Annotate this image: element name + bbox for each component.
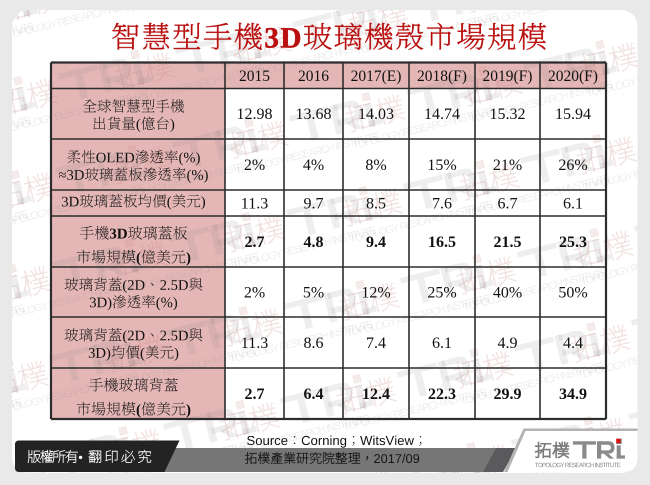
svg-text:2017(E): 2017(E) bbox=[351, 68, 402, 85]
svg-text:16.5: 16.5 bbox=[428, 234, 456, 251]
svg-text:14.03: 14.03 bbox=[358, 106, 394, 123]
svg-text:15.94: 15.94 bbox=[555, 106, 591, 123]
svg-text:9.7: 9.7 bbox=[304, 196, 324, 213]
svg-text:9.4: 9.4 bbox=[366, 234, 386, 251]
svg-text:26%: 26% bbox=[558, 157, 587, 174]
svg-text:40%: 40% bbox=[493, 285, 522, 302]
svg-text:2015: 2015 bbox=[239, 68, 270, 85]
svg-text:21.5: 21.5 bbox=[494, 234, 522, 251]
svg-text:13.68: 13.68 bbox=[296, 106, 332, 123]
svg-text:12%: 12% bbox=[361, 285, 390, 302]
svg-text:29.9: 29.9 bbox=[494, 386, 522, 403]
svg-text:4.9: 4.9 bbox=[498, 335, 518, 352]
svg-text:25.3: 25.3 bbox=[559, 234, 587, 251]
svg-text:12.4: 12.4 bbox=[362, 386, 390, 403]
svg-text:7.6: 7.6 bbox=[432, 196, 452, 213]
svg-text:5%: 5% bbox=[303, 285, 324, 302]
svg-text:2.7: 2.7 bbox=[245, 234, 265, 251]
svg-text:6.4: 6.4 bbox=[304, 386, 324, 403]
svg-text:2%: 2% bbox=[244, 157, 265, 174]
svg-text:12.98: 12.98 bbox=[237, 106, 273, 123]
svg-text:25%: 25% bbox=[427, 285, 456, 302]
svg-text:2020(F): 2020(F) bbox=[548, 68, 598, 85]
svg-text:2%: 2% bbox=[244, 285, 265, 302]
svg-text:4%: 4% bbox=[303, 157, 324, 174]
svg-text:15.32: 15.32 bbox=[490, 106, 526, 123]
svg-text:11.3: 11.3 bbox=[241, 335, 268, 352]
svg-text:4.4: 4.4 bbox=[563, 335, 583, 352]
svg-text:50%: 50% bbox=[558, 285, 587, 302]
svg-text:6.1: 6.1 bbox=[432, 335, 452, 352]
svg-text:6.1: 6.1 bbox=[563, 196, 583, 213]
svg-text:2016: 2016 bbox=[298, 68, 329, 85]
svg-text:2019(F): 2019(F) bbox=[483, 68, 533, 85]
svg-text:21%: 21% bbox=[493, 157, 522, 174]
svg-text:2.7: 2.7 bbox=[245, 386, 265, 403]
svg-text:4.8: 4.8 bbox=[304, 234, 324, 251]
svg-text:8.6: 8.6 bbox=[304, 335, 324, 352]
svg-text:34.9: 34.9 bbox=[559, 386, 587, 403]
svg-text:8%: 8% bbox=[365, 157, 386, 174]
svg-text:2018(F): 2018(F) bbox=[417, 68, 467, 85]
svg-text:7.4: 7.4 bbox=[366, 335, 386, 352]
svg-text:11.3: 11.3 bbox=[241, 196, 268, 213]
svg-text:8.5: 8.5 bbox=[366, 196, 386, 213]
svg-text:22.3: 22.3 bbox=[428, 386, 456, 403]
svg-text:15%: 15% bbox=[427, 157, 456, 174]
svg-text:6.7: 6.7 bbox=[498, 196, 518, 213]
svg-text:14.74: 14.74 bbox=[424, 106, 460, 123]
